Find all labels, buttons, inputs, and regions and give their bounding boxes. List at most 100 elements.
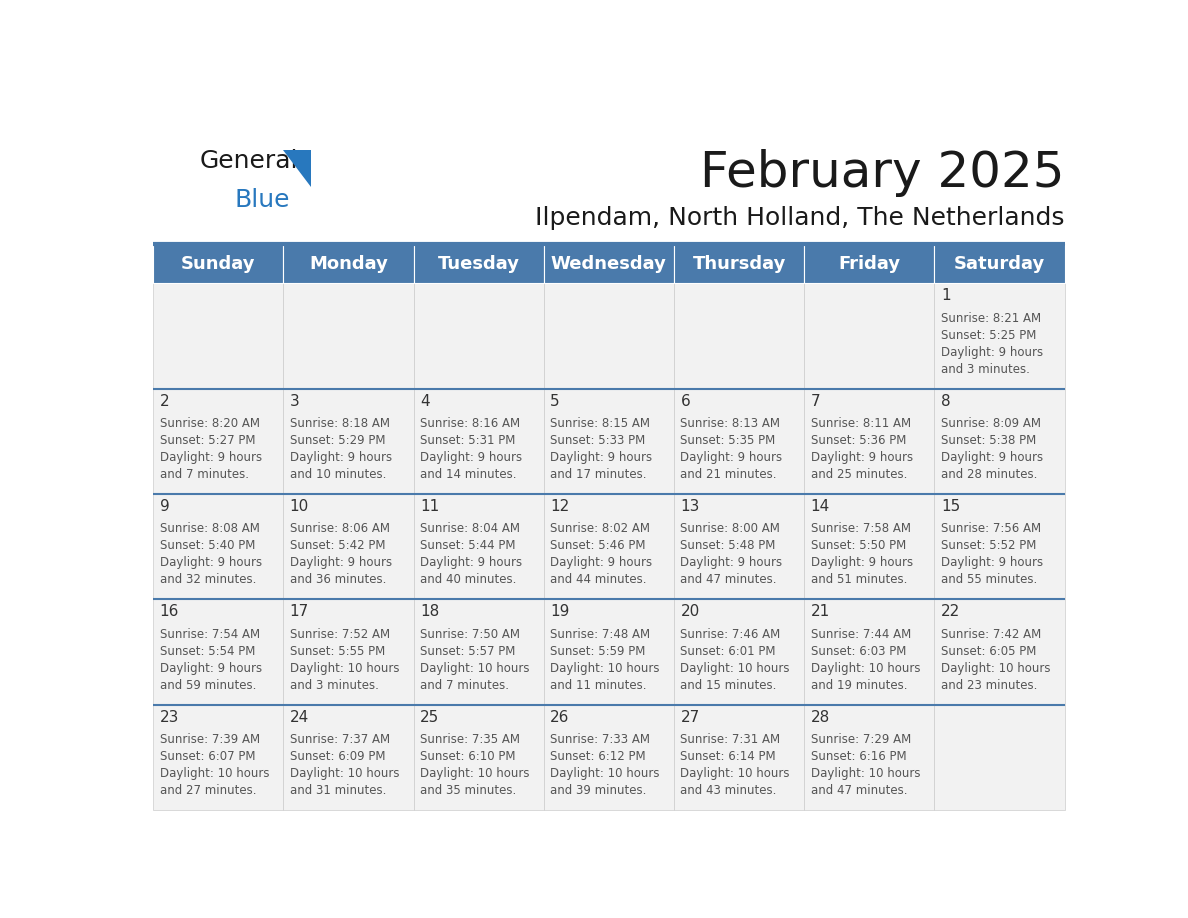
- Text: Saturday: Saturday: [954, 255, 1045, 273]
- Text: 28: 28: [810, 710, 830, 724]
- Text: 18: 18: [421, 604, 440, 620]
- Text: Sunrise: 7:29 AM
Sunset: 6:16 PM
Daylight: 10 hours
and 47 minutes.: Sunrise: 7:29 AM Sunset: 6:16 PM Dayligh…: [810, 733, 921, 797]
- Bar: [153, 494, 283, 599]
- Text: Sunday: Sunday: [181, 255, 255, 273]
- Bar: [413, 244, 544, 284]
- Text: 1: 1: [941, 288, 950, 303]
- Text: 22: 22: [941, 604, 960, 620]
- Bar: [804, 599, 935, 705]
- Text: February 2025: February 2025: [700, 149, 1064, 197]
- Bar: [804, 244, 935, 284]
- Text: Sunrise: 8:20 AM
Sunset: 5:27 PM
Daylight: 9 hours
and 7 minutes.: Sunrise: 8:20 AM Sunset: 5:27 PM Dayligh…: [159, 417, 261, 481]
- Text: Friday: Friday: [839, 255, 901, 273]
- Text: 6: 6: [681, 394, 690, 409]
- Bar: [935, 705, 1064, 810]
- Text: 20: 20: [681, 604, 700, 620]
- Text: Sunrise: 7:48 AM
Sunset: 5:59 PM
Daylight: 10 hours
and 11 minutes.: Sunrise: 7:48 AM Sunset: 5:59 PM Dayligh…: [550, 628, 659, 691]
- Bar: [804, 494, 935, 599]
- Bar: [413, 284, 544, 388]
- Text: 10: 10: [290, 498, 309, 514]
- Text: Sunrise: 8:04 AM
Sunset: 5:44 PM
Daylight: 9 hours
and 40 minutes.: Sunrise: 8:04 AM Sunset: 5:44 PM Dayligh…: [421, 522, 522, 587]
- Bar: [544, 284, 674, 388]
- Bar: [283, 705, 413, 810]
- Bar: [674, 494, 804, 599]
- Bar: [804, 284, 935, 388]
- Text: Sunrise: 7:56 AM
Sunset: 5:52 PM
Daylight: 9 hours
and 55 minutes.: Sunrise: 7:56 AM Sunset: 5:52 PM Dayligh…: [941, 522, 1043, 587]
- Bar: [153, 244, 283, 284]
- Text: 9: 9: [159, 498, 170, 514]
- Bar: [935, 244, 1064, 284]
- Text: 26: 26: [550, 710, 569, 724]
- Bar: [804, 705, 935, 810]
- Text: Sunrise: 8:16 AM
Sunset: 5:31 PM
Daylight: 9 hours
and 14 minutes.: Sunrise: 8:16 AM Sunset: 5:31 PM Dayligh…: [421, 417, 522, 481]
- Bar: [544, 494, 674, 599]
- Text: 25: 25: [421, 710, 440, 724]
- Text: Blue: Blue: [234, 188, 290, 212]
- Bar: [935, 388, 1064, 494]
- Text: 13: 13: [681, 498, 700, 514]
- Bar: [283, 284, 413, 388]
- Bar: [283, 599, 413, 705]
- Text: 12: 12: [550, 498, 569, 514]
- Bar: [674, 284, 804, 388]
- Text: 19: 19: [550, 604, 569, 620]
- Text: Sunrise: 8:09 AM
Sunset: 5:38 PM
Daylight: 9 hours
and 28 minutes.: Sunrise: 8:09 AM Sunset: 5:38 PM Dayligh…: [941, 417, 1043, 481]
- Bar: [544, 705, 674, 810]
- Text: 21: 21: [810, 604, 830, 620]
- Text: Sunrise: 7:42 AM
Sunset: 6:05 PM
Daylight: 10 hours
and 23 minutes.: Sunrise: 7:42 AM Sunset: 6:05 PM Dayligh…: [941, 628, 1050, 691]
- Bar: [283, 388, 413, 494]
- Text: 4: 4: [421, 394, 430, 409]
- Text: Sunrise: 7:33 AM
Sunset: 6:12 PM
Daylight: 10 hours
and 39 minutes.: Sunrise: 7:33 AM Sunset: 6:12 PM Dayligh…: [550, 733, 659, 797]
- Text: 3: 3: [290, 394, 299, 409]
- Text: Thursday: Thursday: [693, 255, 785, 273]
- Text: Sunrise: 7:50 AM
Sunset: 5:57 PM
Daylight: 10 hours
and 7 minutes.: Sunrise: 7:50 AM Sunset: 5:57 PM Dayligh…: [421, 628, 530, 691]
- Text: Tuesday: Tuesday: [437, 255, 519, 273]
- Text: Sunrise: 7:44 AM
Sunset: 6:03 PM
Daylight: 10 hours
and 19 minutes.: Sunrise: 7:44 AM Sunset: 6:03 PM Dayligh…: [810, 628, 921, 691]
- Text: 8: 8: [941, 394, 950, 409]
- Text: Sunrise: 8:13 AM
Sunset: 5:35 PM
Daylight: 9 hours
and 21 minutes.: Sunrise: 8:13 AM Sunset: 5:35 PM Dayligh…: [681, 417, 783, 481]
- Text: 2: 2: [159, 394, 169, 409]
- Bar: [153, 388, 283, 494]
- Text: Sunrise: 7:35 AM
Sunset: 6:10 PM
Daylight: 10 hours
and 35 minutes.: Sunrise: 7:35 AM Sunset: 6:10 PM Dayligh…: [421, 733, 530, 797]
- Text: 16: 16: [159, 604, 179, 620]
- Bar: [674, 599, 804, 705]
- Text: 23: 23: [159, 710, 179, 724]
- Text: 14: 14: [810, 498, 830, 514]
- Text: Sunrise: 8:00 AM
Sunset: 5:48 PM
Daylight: 9 hours
and 47 minutes.: Sunrise: 8:00 AM Sunset: 5:48 PM Dayligh…: [681, 522, 783, 587]
- Bar: [544, 599, 674, 705]
- Bar: [413, 599, 544, 705]
- Text: Sunrise: 8:08 AM
Sunset: 5:40 PM
Daylight: 9 hours
and 32 minutes.: Sunrise: 8:08 AM Sunset: 5:40 PM Dayligh…: [159, 522, 261, 587]
- Bar: [674, 388, 804, 494]
- Bar: [283, 244, 413, 284]
- Bar: [935, 494, 1064, 599]
- Bar: [935, 599, 1064, 705]
- Bar: [413, 388, 544, 494]
- Bar: [544, 244, 674, 284]
- Text: 17: 17: [290, 604, 309, 620]
- Bar: [153, 705, 283, 810]
- Text: Sunrise: 7:37 AM
Sunset: 6:09 PM
Daylight: 10 hours
and 31 minutes.: Sunrise: 7:37 AM Sunset: 6:09 PM Dayligh…: [290, 733, 399, 797]
- Text: Sunrise: 7:52 AM
Sunset: 5:55 PM
Daylight: 10 hours
and 3 minutes.: Sunrise: 7:52 AM Sunset: 5:55 PM Dayligh…: [290, 628, 399, 691]
- Text: Ilpendam, North Holland, The Netherlands: Ilpendam, North Holland, The Netherlands: [535, 206, 1064, 230]
- Text: 5: 5: [550, 394, 560, 409]
- Bar: [413, 705, 544, 810]
- Text: Monday: Monday: [309, 255, 387, 273]
- Text: 11: 11: [421, 498, 440, 514]
- Bar: [674, 705, 804, 810]
- Bar: [544, 388, 674, 494]
- Text: Sunrise: 7:46 AM
Sunset: 6:01 PM
Daylight: 10 hours
and 15 minutes.: Sunrise: 7:46 AM Sunset: 6:01 PM Dayligh…: [681, 628, 790, 691]
- Bar: [674, 244, 804, 284]
- Text: Sunrise: 7:31 AM
Sunset: 6:14 PM
Daylight: 10 hours
and 43 minutes.: Sunrise: 7:31 AM Sunset: 6:14 PM Dayligh…: [681, 733, 790, 797]
- Text: Sunrise: 8:02 AM
Sunset: 5:46 PM
Daylight: 9 hours
and 44 minutes.: Sunrise: 8:02 AM Sunset: 5:46 PM Dayligh…: [550, 522, 652, 587]
- Text: 15: 15: [941, 498, 960, 514]
- Text: Sunrise: 8:15 AM
Sunset: 5:33 PM
Daylight: 9 hours
and 17 minutes.: Sunrise: 8:15 AM Sunset: 5:33 PM Dayligh…: [550, 417, 652, 481]
- Text: Wednesday: Wednesday: [551, 255, 666, 273]
- Text: General: General: [200, 149, 298, 173]
- Bar: [804, 388, 935, 494]
- Text: Sunrise: 8:18 AM
Sunset: 5:29 PM
Daylight: 9 hours
and 10 minutes.: Sunrise: 8:18 AM Sunset: 5:29 PM Dayligh…: [290, 417, 392, 481]
- Bar: [413, 494, 544, 599]
- Text: Sunrise: 7:58 AM
Sunset: 5:50 PM
Daylight: 9 hours
and 51 minutes.: Sunrise: 7:58 AM Sunset: 5:50 PM Dayligh…: [810, 522, 912, 587]
- Text: 24: 24: [290, 710, 309, 724]
- Text: 27: 27: [681, 710, 700, 724]
- Text: Sunrise: 7:39 AM
Sunset: 6:07 PM
Daylight: 10 hours
and 27 minutes.: Sunrise: 7:39 AM Sunset: 6:07 PM Dayligh…: [159, 733, 268, 797]
